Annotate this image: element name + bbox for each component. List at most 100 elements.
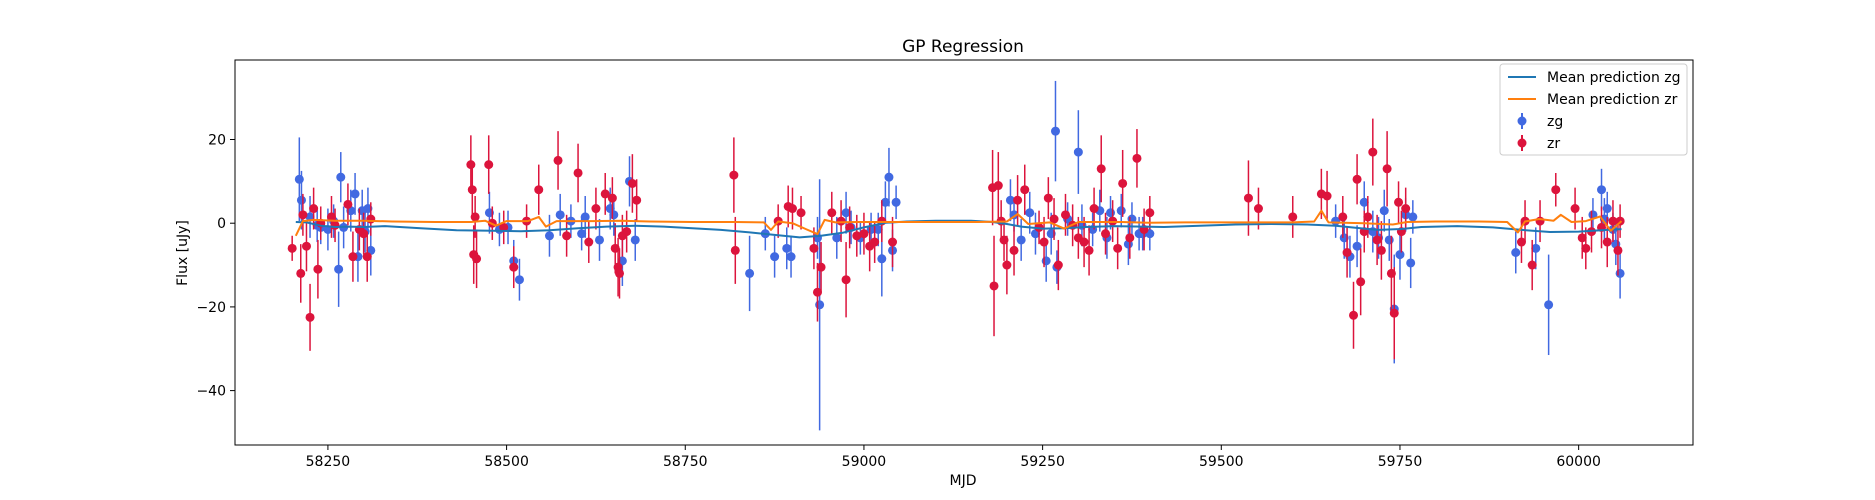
- point-zr: [1581, 243, 1591, 253]
- point-zg: [1041, 256, 1051, 266]
- point-zr: [1002, 260, 1012, 270]
- point-zg: [630, 235, 640, 245]
- point-zr: [1535, 216, 1545, 226]
- point-zr: [1352, 174, 1362, 184]
- point-zr: [553, 155, 563, 165]
- point-zg: [877, 254, 887, 264]
- point-zg: [1073, 147, 1083, 157]
- point-zr: [466, 160, 476, 170]
- point-zg: [595, 235, 604, 245]
- point-zr: [1363, 212, 1373, 222]
- point-zr: [1288, 212, 1298, 222]
- point-zg: [334, 264, 344, 274]
- point-zg: [1352, 241, 1362, 251]
- point-zg: [880, 197, 890, 207]
- point-zr: [1039, 237, 1049, 247]
- chart-title: GP Regression: [902, 37, 1024, 57]
- series-zr: [287, 118, 1625, 360]
- point-zr: [1118, 178, 1128, 188]
- point-zr: [600, 189, 610, 199]
- point-zr: [888, 237, 898, 247]
- x-tick-label: 58500: [484, 454, 529, 470]
- point-zr: [627, 178, 637, 188]
- legend-label-zg: zg: [1547, 114, 1563, 130]
- point-zr: [1020, 185, 1030, 195]
- legend-marker-zr: [1517, 138, 1527, 148]
- point-zg: [1602, 204, 1612, 214]
- x-tick-label: 59000: [842, 454, 887, 470]
- point-zr: [852, 231, 862, 241]
- point-zr: [1376, 245, 1386, 255]
- point-zr: [796, 208, 806, 218]
- point-zg: [782, 243, 792, 253]
- point-zg: [1395, 250, 1405, 260]
- point-zg: [1406, 258, 1416, 268]
- point-zr: [607, 193, 617, 203]
- y-tick-label: −20: [196, 300, 226, 316]
- point-zg: [1025, 208, 1035, 218]
- y-axis-title: Flux [uJy]: [175, 220, 191, 286]
- point-zr: [313, 264, 323, 274]
- point-zr: [1608, 216, 1618, 226]
- point-zr: [1096, 164, 1106, 174]
- point-zr: [1113, 243, 1123, 253]
- point-zr: [1382, 164, 1392, 174]
- mean-line-zr: [294, 209, 1623, 237]
- point-zr: [301, 241, 311, 251]
- point-zr: [1602, 237, 1612, 247]
- point-zg: [786, 252, 796, 262]
- point-zg: [1511, 248, 1521, 257]
- point-zr: [1394, 197, 1404, 207]
- point-zr: [1389, 308, 1399, 318]
- point-zr: [729, 170, 739, 180]
- point-zr: [309, 204, 319, 214]
- point-zr: [610, 243, 620, 253]
- point-zr: [562, 231, 572, 241]
- point-zg: [1379, 206, 1389, 216]
- point-zg: [891, 197, 901, 207]
- point-zg: [884, 172, 894, 182]
- point-zr: [1132, 153, 1142, 163]
- point-zg: [1615, 268, 1625, 278]
- point-zr: [1253, 204, 1263, 214]
- point-zr: [1527, 260, 1537, 270]
- point-zr: [836, 216, 846, 226]
- point-zr: [859, 229, 869, 239]
- point-zr: [509, 262, 519, 272]
- point-zg: [1531, 243, 1541, 253]
- point-zr: [1101, 229, 1111, 239]
- point-zr: [1009, 245, 1019, 255]
- point-zr: [989, 281, 999, 291]
- point-zg: [1005, 195, 1015, 205]
- point-zr: [326, 212, 336, 222]
- legend-label-zr: zr: [1547, 136, 1560, 152]
- point-zg: [294, 174, 304, 184]
- point-zr: [1356, 277, 1366, 287]
- point-zr: [287, 243, 297, 253]
- point-zg: [1106, 208, 1116, 218]
- point-zg: [577, 229, 587, 239]
- y-tick-label: 0: [217, 216, 226, 232]
- point-zr: [534, 185, 544, 195]
- point-zr: [1322, 191, 1332, 201]
- point-zr: [1516, 237, 1526, 247]
- point-zr: [584, 237, 594, 247]
- point-zr: [484, 160, 494, 170]
- point-zg: [296, 195, 306, 205]
- point-zr: [366, 214, 376, 224]
- point-zr: [622, 227, 632, 237]
- point-zg: [1050, 126, 1060, 136]
- point-zg: [1384, 235, 1394, 245]
- point-zr: [816, 262, 826, 272]
- point-zr: [787, 204, 797, 214]
- legend-box: [1499, 63, 1688, 156]
- x-tick-label: 59500: [1199, 454, 1244, 470]
- plot-area: [287, 80, 1625, 431]
- point-zg: [555, 210, 565, 220]
- point-zr: [359, 229, 369, 239]
- point-zg: [350, 189, 360, 199]
- point-zr: [993, 181, 1003, 191]
- point-zg: [1544, 300, 1554, 310]
- point-zr: [841, 275, 851, 285]
- point-zr: [812, 287, 822, 297]
